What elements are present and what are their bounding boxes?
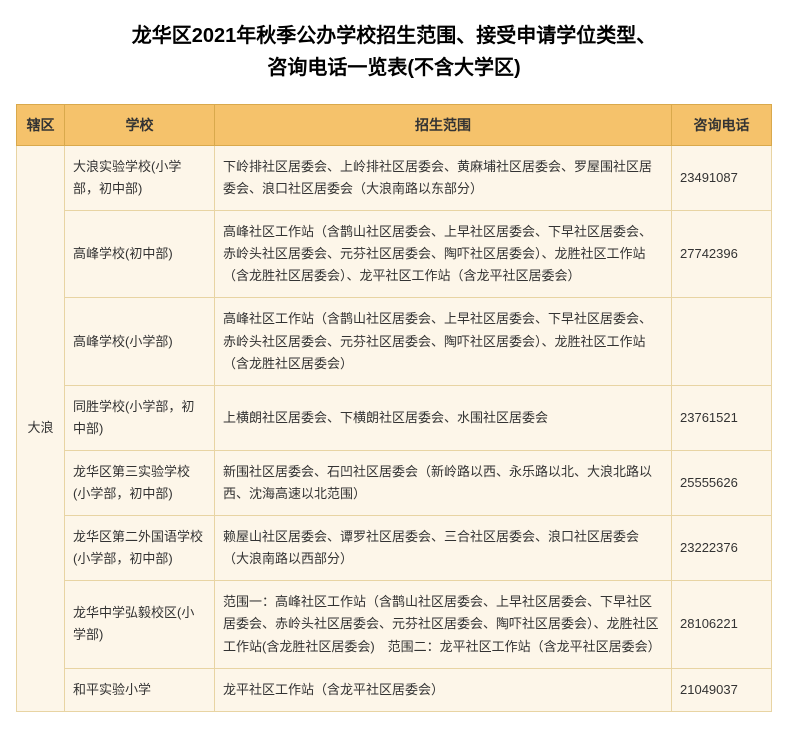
school-cell: 龙华区第三实验学校(小学部，初中部) bbox=[65, 450, 215, 515]
enrollment-table: 辖区 学校 招生范围 咨询电话 大浪 大浪实验学校(小学部，初中部) 下岭排社区… bbox=[16, 104, 772, 712]
header-school: 学校 bbox=[65, 105, 215, 146]
table-row: 大浪 大浪实验学校(小学部，初中部) 下岭排社区居委会、上岭排社区居委会、黄麻埔… bbox=[17, 146, 772, 211]
scope-cell: 上横朗社区居委会、下横朗社区居委会、水围社区居委会 bbox=[215, 385, 672, 450]
header-district: 辖区 bbox=[17, 105, 65, 146]
scope-cell: 龙平社区工作站（含龙平社区居委会） bbox=[215, 668, 672, 711]
table-row: 龙华区第二外国语学校(小学部，初中部) 赖屋山社区居委会、谭罗社区居委会、三合社… bbox=[17, 516, 772, 581]
phone-cell: 23761521 bbox=[672, 385, 772, 450]
school-cell: 龙华中学弘毅校区(小学部) bbox=[65, 581, 215, 668]
header-phone: 咨询电话 bbox=[672, 105, 772, 146]
district-cell: 大浪 bbox=[17, 146, 65, 712]
scope-cell: 范围一：高峰社区工作站（含鹊山社区居委会、上早社区居委会、下早社区居委会、赤岭头… bbox=[215, 581, 672, 668]
page-title: 龙华区2021年秋季公办学校招生范围、接受申请学位类型、 咨询电话一览表(不含大… bbox=[16, 20, 772, 84]
phone-cell: 25555626 bbox=[672, 450, 772, 515]
table-row: 和平实验小学 龙平社区工作站（含龙平社区居委会） 21049037 bbox=[17, 668, 772, 711]
phone-cell: 23222376 bbox=[672, 516, 772, 581]
header-scope: 招生范围 bbox=[215, 105, 672, 146]
school-cell: 高峰学校(小学部) bbox=[65, 298, 215, 385]
scope-cell: 下岭排社区居委会、上岭排社区居委会、黄麻埔社区居委会、罗屋围社区居委会、浪口社区… bbox=[215, 146, 672, 211]
title-line-1: 龙华区2021年秋季公办学校招生范围、接受申请学位类型、 bbox=[16, 20, 772, 52]
phone-cell: 23491087 bbox=[672, 146, 772, 211]
table-row: 龙华区第三实验学校(小学部，初中部) 新围社区居委会、石凹社区居委会（新岭路以西… bbox=[17, 450, 772, 515]
school-cell: 龙华区第二外国语学校(小学部，初中部) bbox=[65, 516, 215, 581]
phone-cell bbox=[672, 298, 772, 385]
phone-cell: 21049037 bbox=[672, 668, 772, 711]
school-cell: 大浪实验学校(小学部，初中部) bbox=[65, 146, 215, 211]
title-line-2: 咨询电话一览表(不含大学区) bbox=[16, 52, 772, 84]
table-row: 高峰学校(小学部) 高峰社区工作站（含鹊山社区居委会、上早社区居委会、下早社区居… bbox=[17, 298, 772, 385]
phone-cell: 28106221 bbox=[672, 581, 772, 668]
school-cell: 和平实验小学 bbox=[65, 668, 215, 711]
school-cell: 高峰学校(初中部) bbox=[65, 211, 215, 298]
table-row: 高峰学校(初中部) 高峰社区工作站（含鹊山社区居委会、上早社区居委会、下早社区居… bbox=[17, 211, 772, 298]
table-row: 龙华中学弘毅校区(小学部) 范围一：高峰社区工作站（含鹊山社区居委会、上早社区居… bbox=[17, 581, 772, 668]
scope-cell: 高峰社区工作站（含鹊山社区居委会、上早社区居委会、下早社区居委会、赤岭头社区居委… bbox=[215, 211, 672, 298]
table-row: 同胜学校(小学部，初中部) 上横朗社区居委会、下横朗社区居委会、水围社区居委会 … bbox=[17, 385, 772, 450]
scope-cell: 新围社区居委会、石凹社区居委会（新岭路以西、永乐路以北、大浪北路以西、沈海高速以… bbox=[215, 450, 672, 515]
school-cell: 同胜学校(小学部，初中部) bbox=[65, 385, 215, 450]
scope-cell: 高峰社区工作站（含鹊山社区居委会、上早社区居委会、下早社区居委会、赤岭头社区居委… bbox=[215, 298, 672, 385]
scope-cell: 赖屋山社区居委会、谭罗社区居委会、三合社区居委会、浪口社区居委会（大浪南路以西部… bbox=[215, 516, 672, 581]
table-header-row: 辖区 学校 招生范围 咨询电话 bbox=[17, 105, 772, 146]
phone-cell: 27742396 bbox=[672, 211, 772, 298]
